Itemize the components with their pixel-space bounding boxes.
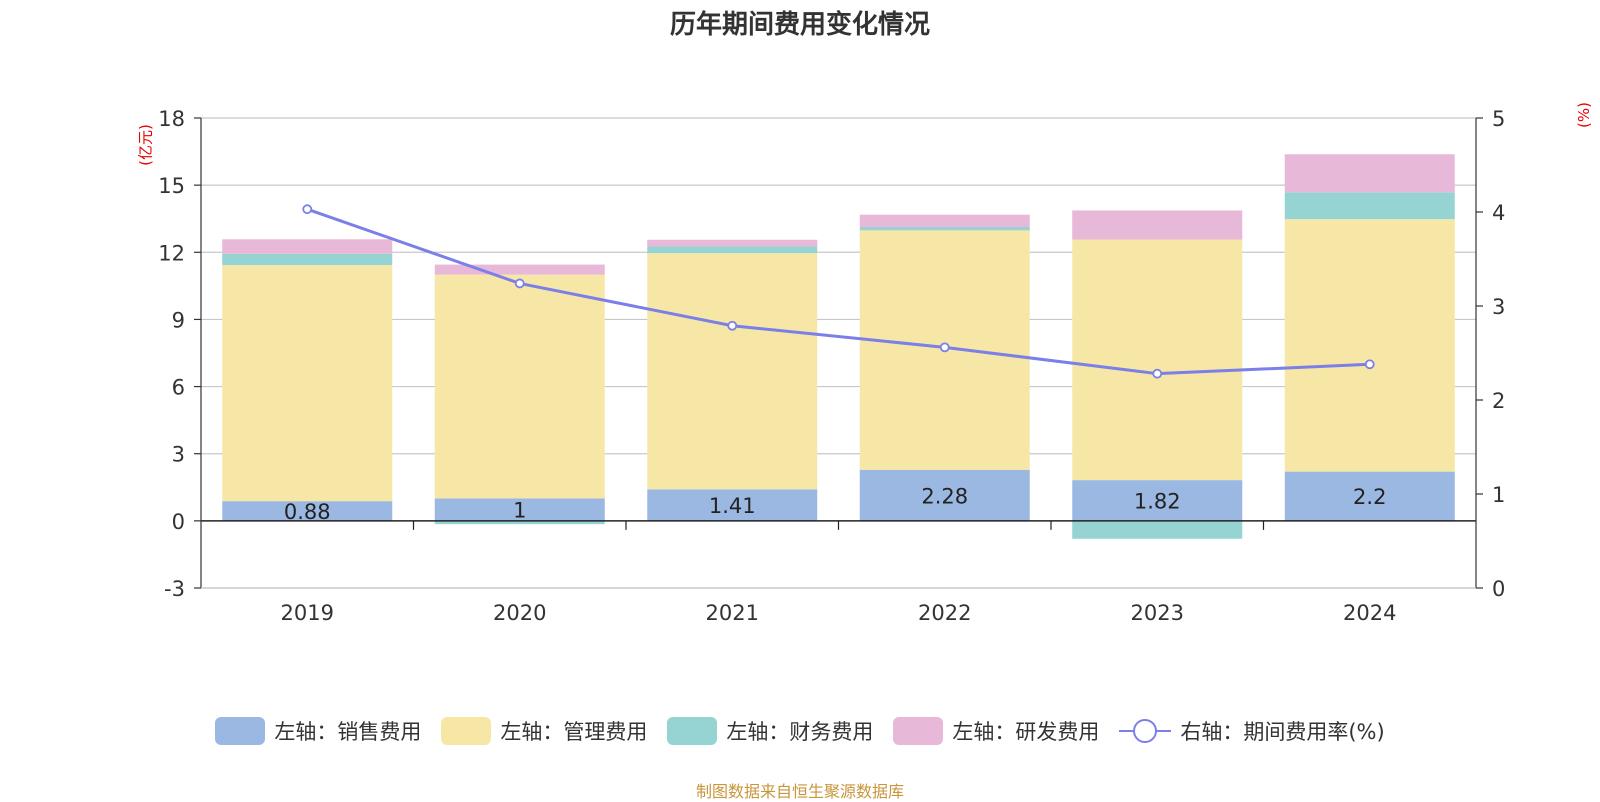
left-axis-tick-label: 18 [158,107,185,131]
bar-segment-series-2-2022 [859,226,1030,231]
bar-data-label: 1.82 [1134,489,1181,513]
bar-segment-series-0-2019 [222,501,393,521]
chart-legend: 左轴：销售费用 左轴：管理费用 左轴：财务费用 左轴：研发费用 右轴：期间费用率… [0,716,1600,746]
bar-segment-series-2-2021 [647,246,818,254]
bar-data-label: 1 [513,499,526,523]
bar-segment-series-1-2023 [1072,239,1243,481]
expense-rate-point [1364,359,1375,370]
legend-swatch-rnd [893,717,944,745]
x-axis-category-label: 2020 [493,601,546,625]
right-axis-tick-label: 3 [1492,295,1505,319]
expense-rate-point [727,320,738,331]
legend-label-admin: 左轴：管理费用 [500,720,648,744]
bar-segment-series-3-2024 [1284,154,1455,193]
left-axis-tick-label: 6 [172,376,185,400]
bar-segment-series-1-2019 [222,265,393,502]
expense-rate-line [306,207,1370,376]
expense-rate-point [302,204,313,215]
legend-swatch-expense-rate [1119,717,1172,745]
bar-segment-series-1-2021 [647,253,818,490]
bar-segment-series-0-2022 [859,469,1030,521]
legend-item-admin[interactable]: 左轴：管理费用 [441,716,647,746]
legend-label-sales: 左轴：销售费用 [274,720,422,744]
bar-data-label: 1.41 [709,494,756,518]
legend-label-rnd: 左轴：研发费用 [952,720,1100,744]
legend-swatch-finance [667,717,718,745]
x-axis-category-label: 2023 [1131,601,1184,625]
bar-segment-series-0-2023 [1072,480,1243,521]
legend-item-rnd[interactable]: 左轴：研发费用 [893,716,1099,746]
data-source-note: 制图数据来自恒生聚源数据库 [695,782,904,801]
right-axis-tick-label: 1 [1492,483,1505,507]
bar-segment-series-0-2024 [1284,471,1455,521]
bar-segment-series-3-2019 [222,239,393,254]
legend-swatch-sales [215,717,266,745]
expense-rate-point [939,342,950,353]
left-axis-tick-label: 12 [158,241,185,265]
legend-item-finance[interactable]: 左轴：财务费用 [667,716,873,746]
right-axis-tick-label: 2 [1492,389,1505,413]
bar-data-label: 0.88 [284,500,331,524]
bar-data-label: 2.2 [1353,485,1386,509]
right-axis-tick-label: 0 [1492,577,1505,601]
right-axis-tick-label: 4 [1492,201,1505,225]
bar-segment-series-3-2023 [1072,210,1243,240]
legend-swatch-admin [441,717,492,745]
x-axis-category-label: 2019 [281,601,334,625]
bar-segment-series-2-2019 [222,253,393,266]
left-axis-tick-label: 0 [172,510,185,534]
bar-segment-series-3-2020 [434,264,605,275]
chart-title: 历年期间费用变化情况 [669,10,930,40]
legend-item-sales[interactable]: 左轴：销售费用 [215,716,421,746]
bar-segment-series-0-2020 [434,498,605,521]
x-axis-category-label: 2024 [1343,601,1396,625]
x-axis-category-label: 2021 [706,601,759,625]
legend-label-expense-rate: 右轴：期间费用率(%) [1180,720,1385,744]
bar-segment-series-3-2022 [859,214,1030,227]
bar-segment-series-1-2024 [1284,219,1455,472]
expense-rate-point [514,278,525,289]
bar-segment-series-2-2023 [1072,520,1243,539]
bar-segment-series-2-2020 [434,520,605,525]
x-axis-category-label: 2022 [918,601,971,625]
bar-segment-series-2-2024 [1284,192,1455,220]
left-axis-tick-label: 15 [158,174,185,198]
expense-rate-point [1152,368,1163,379]
left-axis-tick-label: -3 [164,577,185,601]
bar-segment-series-1-2020 [434,274,605,499]
bar-segment-series-0-2021 [647,489,818,521]
legend-item-expense-rate[interactable]: 右轴：期间费用率(%) [1119,716,1385,746]
bar-segment-series-3-2021 [647,239,818,247]
legend-label-finance: 左轴：财务费用 [726,720,874,744]
left-axis-tick-label: 9 [172,308,185,332]
bar-data-label: 2.28 [921,484,968,508]
left-axis-tick-label: 3 [172,443,185,467]
right-axis-tick-label: 5 [1492,107,1505,131]
